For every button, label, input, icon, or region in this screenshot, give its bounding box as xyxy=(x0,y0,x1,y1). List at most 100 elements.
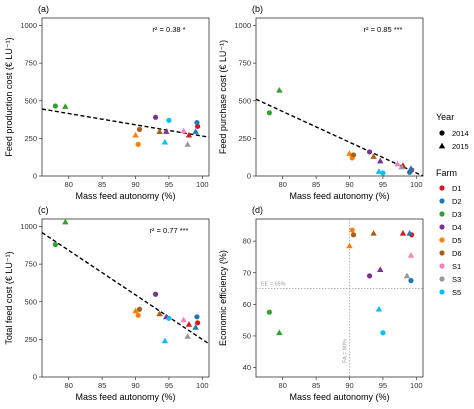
y-tick-label: 500 xyxy=(238,96,251,105)
y-tick-label: 60 xyxy=(243,300,251,309)
x-tick-label: 85 xyxy=(312,381,320,390)
data-point-s1-2015 xyxy=(180,316,187,323)
x-tick-label: 85 xyxy=(98,180,106,189)
data-point-d5-2014 xyxy=(135,312,141,318)
data-point-s5-2015 xyxy=(375,305,383,312)
y-tick-label: 1000 xyxy=(20,222,37,231)
legend: Year 2014 2015 Farm D1 D2 D3 D4 D5 D6 S1 S3 S5 xyxy=(436,112,469,297)
legend-swatch-d3 xyxy=(439,211,445,217)
y-tick-label: 0 xyxy=(33,373,37,382)
x-tick-label: 90 xyxy=(345,180,353,189)
y-tick-label: 40 xyxy=(243,363,251,372)
data-point-d5-2014 xyxy=(135,141,141,147)
x-tick-label: 80 xyxy=(65,180,73,189)
x-tick-label: 80 xyxy=(279,381,287,390)
legend-year-label: 2015 xyxy=(452,142,469,151)
y-tick-label: 250 xyxy=(24,134,37,143)
x-tick-label: 90 xyxy=(345,381,353,390)
data-point-d4-2015 xyxy=(163,128,170,134)
data-point-s3-2015 xyxy=(403,272,411,279)
legend-swatch-d2 xyxy=(439,198,445,204)
data-point-s1-2015 xyxy=(394,160,401,167)
y-axis-title: Feed production cost (€ LU⁻¹) xyxy=(4,37,14,156)
y-tick-label: 1000 xyxy=(20,21,37,30)
data-point-d5-2015 xyxy=(346,242,353,249)
y-axis-title: Total feed cost (€ LU⁻¹) xyxy=(4,251,14,344)
legend-swatch-d4 xyxy=(439,224,445,230)
x-tick-label: 85 xyxy=(98,381,106,390)
legend-farm-label: D4 xyxy=(452,223,462,232)
legend-farm-label: D6 xyxy=(452,249,462,258)
y-tick-label: 0 xyxy=(33,172,37,181)
plot-frame xyxy=(255,218,424,378)
x-axis-title: Mass feed autonomy (%) xyxy=(289,392,389,402)
data-point-s3-2015 xyxy=(184,333,191,339)
data-point-d3-2014 xyxy=(52,241,58,248)
y-tick-label: 250 xyxy=(238,134,251,143)
data-point-d1-2015 xyxy=(185,321,193,327)
x-axis-title: Mass feed autonomy (%) xyxy=(75,191,175,201)
y-axis-title: Economic efficiency (%) xyxy=(218,250,228,346)
y-tick-label: 50 xyxy=(243,332,251,341)
y-tick-label: 750 xyxy=(238,59,251,68)
data-point-d3-2015 xyxy=(276,329,283,336)
data-point-d2-2014 xyxy=(407,169,413,175)
panel-label: (c) xyxy=(38,205,49,215)
data-point-d1-2015 xyxy=(185,131,193,138)
data-point-d2-2015 xyxy=(192,324,199,330)
legend-year-title: Year xyxy=(436,112,454,122)
regression-line xyxy=(41,231,210,345)
panel-label: (d) xyxy=(252,205,263,215)
legend-farm-label: S1 xyxy=(452,262,461,271)
data-point-d3-2015 xyxy=(62,218,69,225)
data-point-d4-2015 xyxy=(377,157,384,164)
x-tick-label: 90 xyxy=(131,180,139,189)
data-point-s1-2015 xyxy=(407,252,415,258)
data-point-d1-2014 xyxy=(195,320,201,326)
r-squared-annotation: r² = 0.77 *** xyxy=(150,226,189,235)
data-point-d6-2015 xyxy=(370,230,377,236)
data-point-d2-2015 xyxy=(406,230,413,236)
legend-farm-label: D2 xyxy=(452,197,462,206)
legend-symbol-circle xyxy=(439,130,445,136)
x-tick-label: 85 xyxy=(312,180,320,189)
data-point-d3-2015 xyxy=(276,87,283,93)
r-squared-annotation: r² = 0.85 *** xyxy=(364,25,403,34)
y-tick-label: 250 xyxy=(24,335,37,344)
y-tick-label: 70 xyxy=(243,268,251,277)
legend-swatch-d5 xyxy=(439,237,445,243)
legend-swatch-d1 xyxy=(439,185,445,191)
reference-line-label: EE = 65% xyxy=(261,282,286,288)
data-point-s5-2014 xyxy=(166,315,172,321)
y-tick-label: 80 xyxy=(243,237,251,246)
panel-label: (b) xyxy=(252,4,263,14)
x-tick-label: 100 xyxy=(196,180,209,189)
x-tick-label: 80 xyxy=(279,180,287,189)
data-point-d2-2014 xyxy=(194,119,200,126)
x-tick-label: 95 xyxy=(165,381,173,390)
data-point-s3-2015 xyxy=(184,141,191,147)
legend-farm-label: D3 xyxy=(452,210,462,219)
data-point-d2-2014 xyxy=(194,314,200,320)
data-point-d2-2015 xyxy=(192,128,199,134)
data-point-d6-2014 xyxy=(350,152,357,158)
y-tick-label: 750 xyxy=(24,260,37,269)
legend-farm-label: S5 xyxy=(452,288,461,297)
x-tick-label: 95 xyxy=(379,381,387,390)
reference-line-label: FA = 90% xyxy=(343,339,349,363)
plot-frame xyxy=(255,17,424,177)
y-axis-title: Feed purchase cost (€ LU⁻¹) xyxy=(218,40,228,154)
legend-farm-label: D5 xyxy=(452,236,462,245)
legend-farm-label: D1 xyxy=(452,184,462,193)
legend-swatch-s5 xyxy=(439,289,445,295)
legend-farm-label: S3 xyxy=(452,275,461,284)
data-point-s5-2014 xyxy=(380,330,386,336)
x-tick-label: 100 xyxy=(410,180,423,189)
data-point-s3-2015 xyxy=(398,163,405,170)
data-point-d4-2015 xyxy=(377,266,384,272)
x-tick-label: 95 xyxy=(379,180,387,189)
data-point-d4-2014 xyxy=(152,291,159,297)
